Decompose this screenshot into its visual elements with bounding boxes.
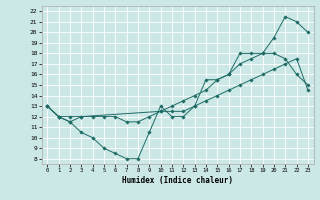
X-axis label: Humidex (Indice chaleur): Humidex (Indice chaleur) (122, 176, 233, 185)
